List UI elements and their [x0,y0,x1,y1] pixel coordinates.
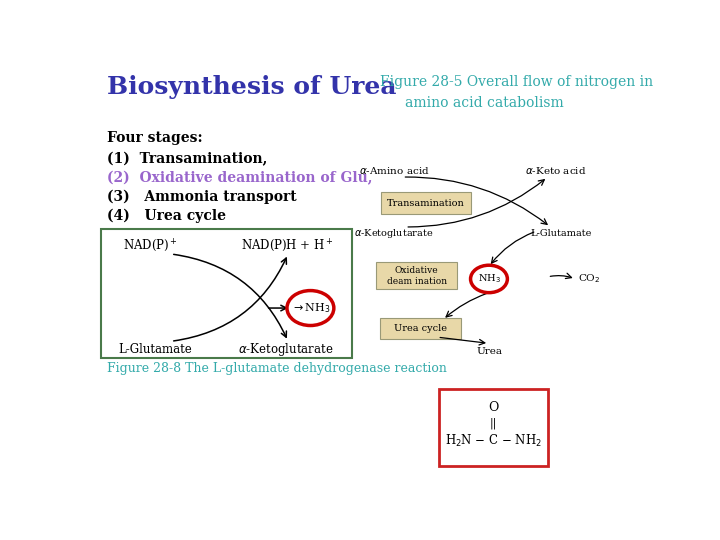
Text: Figure 28-5 Overall flow of nitrogen in: Figure 28-5 Overall flow of nitrogen in [380,75,653,89]
Text: ||: || [490,417,497,429]
Text: (3)   Ammonia transport: (3) Ammonia transport [107,190,297,204]
Text: Urea cycle: Urea cycle [394,324,447,333]
Text: (2)  Oxidative deamination of Glu,: (2) Oxidative deamination of Glu, [107,171,372,185]
Text: $\alpha$-Keto acid: $\alpha$-Keto acid [525,165,587,177]
Text: O: O [488,401,498,414]
Text: $\alpha$-Ketoglutarate: $\alpha$-Ketoglutarate [238,341,333,358]
Text: L-Glutamate: L-Glutamate [118,343,192,356]
Text: Oxidative
deam ination: Oxidative deam ination [387,266,447,286]
Text: $\alpha$-Amino acid: $\alpha$-Amino acid [359,165,430,177]
FancyBboxPatch shape [377,262,457,289]
Circle shape [287,291,334,326]
FancyBboxPatch shape [382,192,471,214]
Text: NAD(P)H + H$^+$: NAD(P)H + H$^+$ [240,238,333,254]
Text: Figure 28-8 The L-glutamate dehydrogenase reaction: Figure 28-8 The L-glutamate dehydrogenas… [107,362,446,375]
Text: (4)   Urea cycle: (4) Urea cycle [107,208,226,222]
Text: NAD(P)$^+$: NAD(P)$^+$ [124,238,179,254]
Text: (1)  Transamination,: (1) Transamination, [107,152,267,166]
Text: Biosynthesis of Urea: Biosynthesis of Urea [107,75,396,99]
FancyBboxPatch shape [438,389,548,466]
FancyBboxPatch shape [101,229,352,358]
Text: Transamination: Transamination [387,199,465,208]
Text: H$_2$N $-$ C $-$ NH$_2$: H$_2$N $-$ C $-$ NH$_2$ [445,433,541,449]
Text: Urea: Urea [476,347,502,356]
Text: $\rightarrow$NH$_3$: $\rightarrow$NH$_3$ [291,301,330,315]
Text: NH$_3$: NH$_3$ [477,273,500,285]
FancyBboxPatch shape [380,318,461,339]
Text: Four stages:: Four stages: [107,131,202,145]
Text: CO$_2$: CO$_2$ [578,273,600,285]
Text: L-Glutamate: L-Glutamate [531,229,592,238]
Text: amino acid catabolism: amino acid catabolism [405,96,564,110]
Circle shape [471,265,508,293]
Text: $\alpha$-Ketoglutarate: $\alpha$-Ketoglutarate [354,227,434,240]
